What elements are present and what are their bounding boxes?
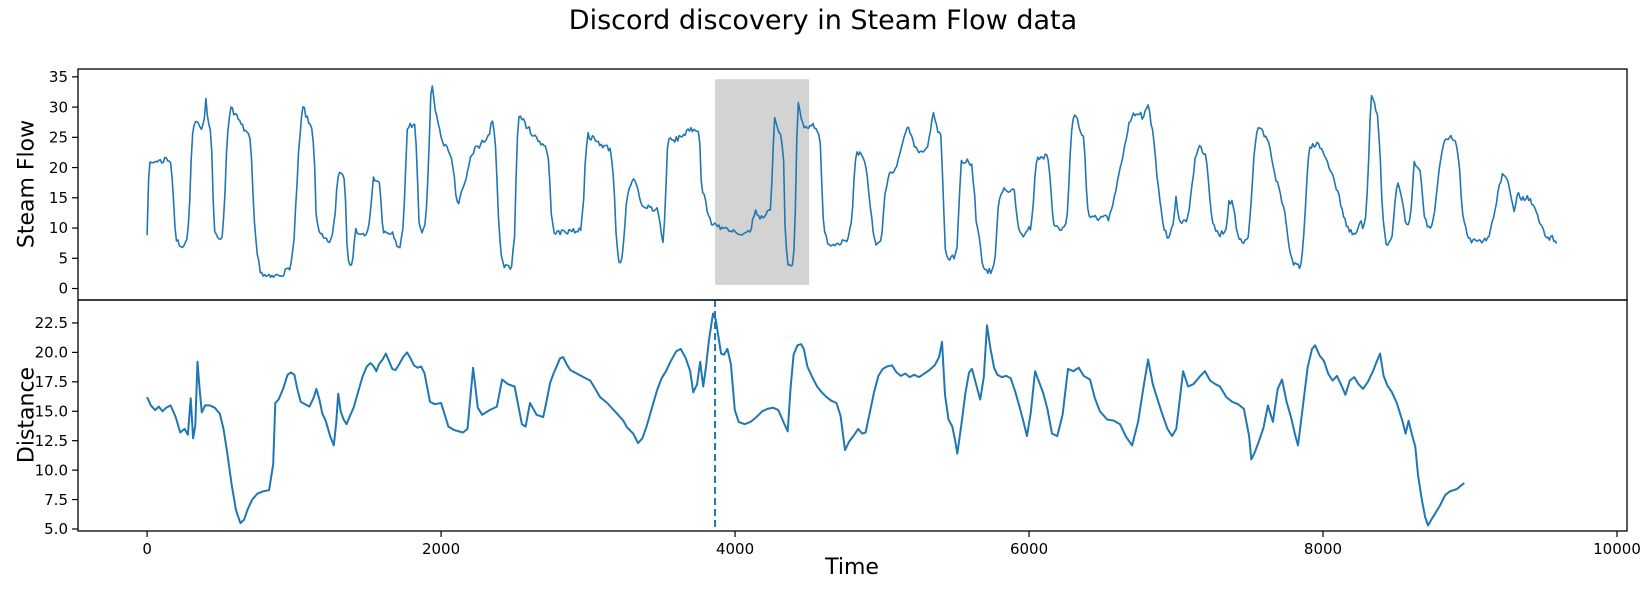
matrix-profile-distance-line [146,312,1465,527]
discord-highlight-region [715,79,810,285]
x-tick-label: 2000 [422,540,460,558]
distance-axes: 5.0 7.5 10.0 12.5 15.0 17.5 20.0 22.5 0 2000 4000 6… [35,299,1641,558]
x-tick-label: 6000 [1010,540,1048,558]
steam-flow-line [146,85,1558,279]
x-tick-label: 0 [142,540,152,558]
y-tick-label: 22.5 [35,314,68,332]
y-tick-label: 20.0 [35,344,68,362]
y-tick-label: 7.5 [44,491,68,509]
y-tick-label: 10.0 [35,461,68,479]
x-tick-label: 4000 [716,540,754,558]
y-tick-label: 30 [49,98,68,116]
y-tick-label: 15.0 [35,402,68,420]
y-tick-label: 5.0 [44,520,68,538]
distance-axis-label: Distance [14,366,40,464]
time-axis-label: Time [825,555,879,580]
y-tick-label: 5 [58,249,68,267]
steam-flow-axes-spines [77,68,1628,301]
y-tick-label: 20 [49,159,68,177]
y-tick-label: 17.5 [35,373,68,391]
figure-title: Discord discovery in Steam Flow data [568,5,1078,36]
distance-axes-spines [77,299,1628,532]
steam-flow-axis-label: Steam Flow [14,119,40,249]
x-tick-label: 10000 [1593,540,1641,558]
y-tick-label: 25 [49,129,68,147]
y-tick-label: 35 [49,68,68,86]
steam-flow-axes: 0 5 10 15 20 25 30 35 [49,68,1628,301]
x-tick-label: 8000 [1304,540,1342,558]
y-tick-label: 10 [49,219,68,237]
y-tick-label: 0 [58,280,68,298]
y-tick-label: 12.5 [35,432,68,450]
y-tick-label: 15 [49,189,68,207]
